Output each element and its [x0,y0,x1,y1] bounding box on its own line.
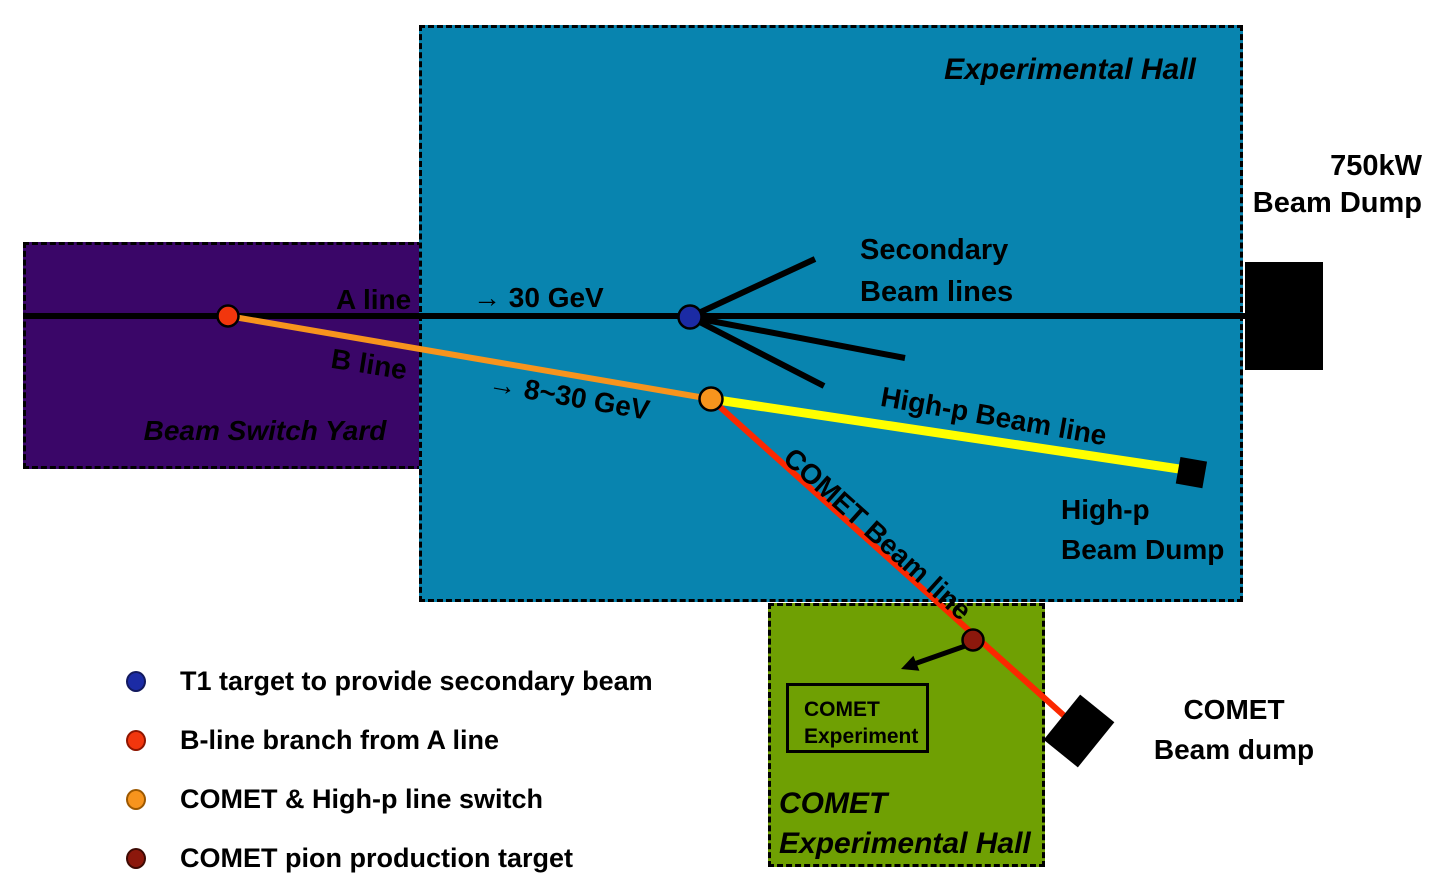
legend-item-label: T1 target to provide secondary beam [180,666,653,696]
comet-experiment-box: COMET Experiment [786,683,929,753]
legend-item-line-switch: COMET & High-p line switch [126,770,653,829]
legend-item-label: COMET & High-p line switch [180,784,543,814]
legend-item-pion-target: COMET pion production target [126,829,653,888]
high-p-beam-dump-label: High-p Beam Dump [1061,490,1224,570]
t1-target-legend-dot-icon [126,671,146,692]
legend-item-t1-target: T1 target to provide secondary beam [126,652,653,711]
a-line-energy-label: → 30 GeV [473,282,604,313]
secondary-label-line2: Beam lines [860,276,1014,308]
comet-beam-dump-block [1043,694,1115,768]
high-p-dump-label-line2: Beam Dump [1061,534,1225,565]
b-line-branch-legend-dot-icon [126,730,146,751]
beam-switch-yard-title: Beam Switch Yard [143,415,387,446]
a-line-label: A line [336,284,412,315]
comet-hall-title-line1: COMET [779,787,888,820]
750kw-beam-dump-block [1245,262,1323,370]
pion-target-legend-dot-icon [126,848,146,869]
comet-hall-title-line2: Experimental Hall [779,827,1031,860]
comet-dump-label-line1: COMET [1183,694,1285,725]
legend-item-label: COMET pion production target [180,843,573,873]
comet-dump-label-line2: Beam dump [1153,734,1315,765]
750kw-dump-label-line1: 750kW [1330,150,1422,182]
comet-experiment-line1: COMET [804,698,880,721]
comet-experiment-line2: Experiment [804,725,919,748]
experimental-hall-title: Experimental Hall [944,53,1196,86]
legend-item-b-line-branch: B-line branch from A line [126,711,653,770]
750kw-dump-label-line2: Beam Dump [1252,187,1422,219]
secondary-label-line1: Secondary [860,234,1009,266]
legend-item-label: B-line branch from A line [180,725,500,755]
secondary-beam-lines-label: Secondary Beam lines [860,229,1013,313]
legend: T1 target to provide secondary beam B-li… [126,652,653,888]
comet-experimental-hall-title: COMET Experimental Hall [779,784,1031,864]
comet-beam-dump-label: COMET Beam dump [1146,690,1322,770]
750kw-beam-dump-label: 750kW Beam Dump [1240,148,1422,222]
line-switch-legend-dot-icon [126,789,146,810]
high-p-dump-label-line1: High-p [1061,494,1150,525]
